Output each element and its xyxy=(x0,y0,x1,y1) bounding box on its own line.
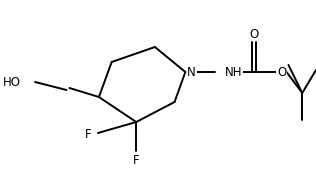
Text: F: F xyxy=(133,154,140,166)
Text: F: F xyxy=(84,128,91,142)
Text: O: O xyxy=(250,28,259,40)
Text: HO: HO xyxy=(3,75,21,89)
Text: N: N xyxy=(187,66,196,78)
Text: NH: NH xyxy=(225,66,242,78)
Text: O: O xyxy=(277,66,286,78)
